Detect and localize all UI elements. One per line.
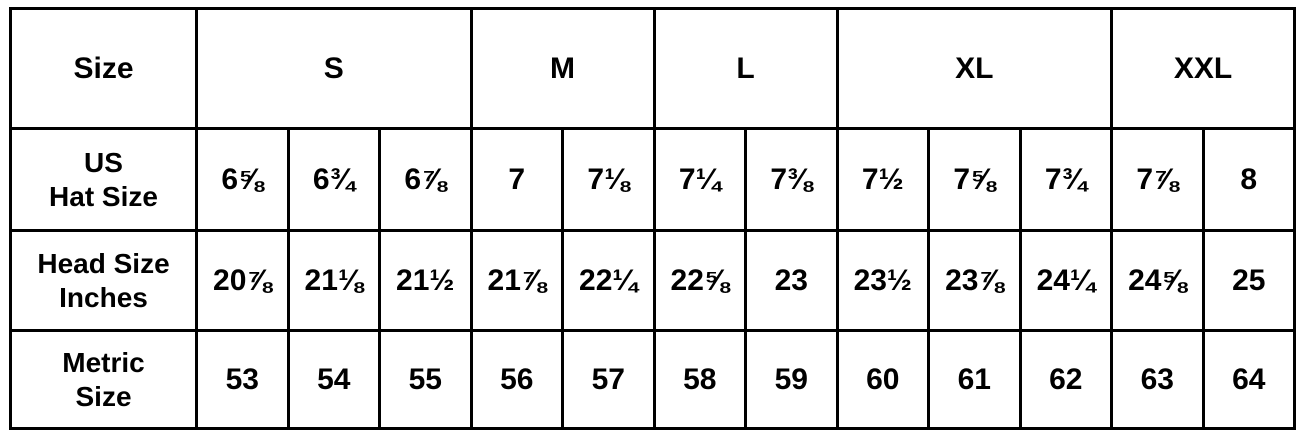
row-label-line1: Head Size — [37, 247, 170, 279]
size-group-s: S — [195, 7, 473, 130]
hat-size-chart: Size S M L XL XXL US Hat Size 6⅝ 6¾ 6⅞ 7 7⅛ 7¼ 7… — [9, 7, 1297, 430]
table-cell: 62 — [1018, 329, 1114, 430]
table-cell: 58 — [652, 329, 747, 430]
table-cell: 53 — [195, 329, 290, 430]
table-cell: 23½ — [835, 229, 931, 332]
row-label-line2: Hat Size — [49, 180, 158, 212]
head-size-inches-row: Head Size Inches 20⅞ 21⅛ 21½ 21⅞ 22¼ 22⅝ 23 23½ 23… — [9, 229, 1297, 332]
table-cell: 22¼ — [561, 229, 656, 332]
size-group-m: M — [469, 7, 656, 130]
row-label-line1: US — [84, 146, 123, 178]
table-cell: 25 — [1201, 229, 1297, 332]
table-cell: 6⅞ — [378, 127, 473, 232]
table-cell: 7⅜ — [744, 127, 839, 232]
table-cell: 21⅛ — [286, 229, 381, 332]
size-group-xl: XL — [835, 7, 1114, 130]
size-group-xxl: XXL — [1110, 7, 1297, 130]
table-cell: 23⅞ — [927, 229, 1022, 332]
table-cell: 23 — [744, 229, 839, 332]
table-cell: 22⅝ — [652, 229, 747, 332]
table-cell: 6¾ — [286, 127, 381, 232]
row-label-line1: Metric — [62, 346, 145, 378]
row-label: Metric Size — [9, 329, 198, 430]
table-cell: 61 — [927, 329, 1022, 430]
table-cell: 7¼ — [652, 127, 747, 232]
table-cell: 24¼ — [1018, 229, 1114, 332]
table-cell: 63 — [1110, 329, 1205, 430]
table-cell: 56 — [469, 329, 564, 430]
metric-size-row: Metric Size 53 54 55 56 57 58 59 60 61 62 63 64 — [9, 329, 1297, 430]
size-header-row: Size S M L XL XXL — [9, 7, 1297, 130]
row-label: Head Size Inches — [9, 229, 198, 332]
table-cell: 20⅞ — [195, 229, 290, 332]
table-cell: 7½ — [835, 127, 931, 232]
table-cell: 54 — [286, 329, 381, 430]
table-cell: 7⅛ — [561, 127, 656, 232]
row-label-line2: Inches — [59, 281, 148, 313]
table-cell: 7⅞ — [1110, 127, 1205, 232]
row-label-line2: Size — [75, 380, 132, 412]
table-cell: 6⅝ — [195, 127, 290, 232]
table-cell: 24⅝ — [1110, 229, 1205, 332]
table-cell: 7 — [469, 127, 564, 232]
table-cell: 59 — [744, 329, 839, 430]
us-hat-size-row: US Hat Size 6⅝ 6¾ 6⅞ 7 7⅛ 7¼ 7⅜ 7½ 7⅝ 7¾ 7⅞ 8 — [9, 127, 1297, 232]
table-cell: 55 — [378, 329, 473, 430]
size-group-l: L — [652, 7, 839, 130]
table-cell: 7¾ — [1018, 127, 1114, 232]
table-cell: 64 — [1201, 329, 1297, 430]
size-header-label: Size — [9, 7, 198, 130]
table-cell: 57 — [561, 329, 656, 430]
table-cell: 21⅞ — [469, 229, 564, 332]
table-cell: 60 — [835, 329, 931, 430]
table-cell: 7⅝ — [927, 127, 1022, 232]
table-cell: 8 — [1201, 127, 1297, 232]
row-label: US Hat Size — [9, 127, 198, 232]
table-cell: 21½ — [378, 229, 473, 332]
